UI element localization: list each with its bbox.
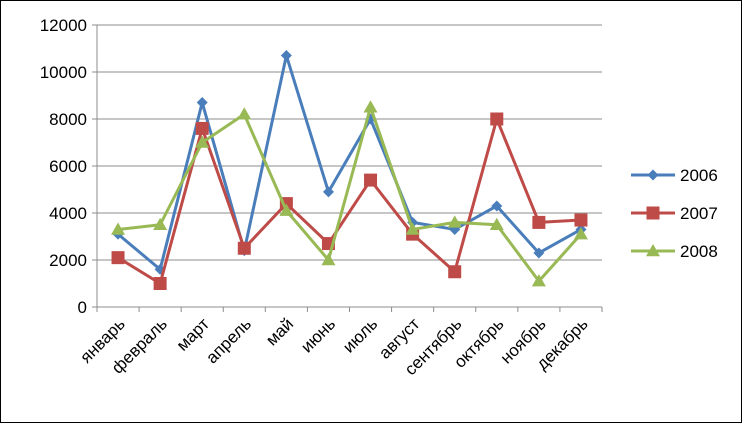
series-line-2008	[117, 105, 583, 283]
data-point-2006-10	[533, 247, 545, 259]
x-tick-label-4: май	[262, 314, 297, 349]
data-point-2006-2	[196, 97, 208, 109]
y-tick-label-4000: 4000	[49, 204, 87, 223]
data-point-2008-7	[405, 222, 420, 235]
data-point-2008-8	[447, 215, 462, 228]
data-point-2008-3	[237, 107, 252, 120]
data-point-2007-6	[364, 173, 378, 187]
x-tick-label-3: апрель	[202, 314, 255, 367]
data-point-2008-10	[531, 274, 546, 287]
y-tick-label-0: 0	[78, 298, 87, 317]
legend-label-2008: 2008	[680, 242, 718, 261]
data-point-2008-5	[321, 253, 336, 266]
data-point-2006-9	[491, 200, 503, 212]
series-line-2007	[117, 117, 582, 285]
series-line-2006	[117, 54, 582, 271]
data-point-2007-1	[153, 277, 167, 290]
legend-marker-2007	[646, 206, 660, 220]
legend-marker-2006	[647, 169, 659, 181]
y-tick-label-2000: 2000	[49, 251, 87, 270]
data-point-2008-1	[153, 217, 168, 230]
y-tick-label-6000: 6000	[49, 157, 87, 176]
data-point-2008-11	[573, 227, 588, 240]
legend-marker-2008	[646, 244, 660, 257]
data-point-2007-9	[490, 112, 504, 126]
legend-label-2006: 2006	[680, 166, 718, 185]
data-point-2008-4	[279, 203, 294, 216]
data-point-2008-9	[489, 217, 504, 230]
data-point-2007-0	[111, 251, 125, 265]
legend-label-2007: 2007	[680, 204, 718, 223]
data-point-2007-11	[574, 213, 588, 227]
data-point-2008-6	[363, 100, 378, 113]
y-tick-label-8000: 8000	[49, 110, 87, 129]
x-tick-label-5: июнь	[297, 314, 339, 356]
data-point-2008-2	[195, 135, 210, 148]
data-point-2007-2	[195, 121, 209, 135]
y-tick-label-12000: 12000	[40, 16, 87, 35]
y-tick-label-10000: 10000	[40, 63, 87, 82]
data-point-2007-8	[448, 265, 462, 279]
data-point-2008-0	[111, 222, 126, 235]
data-point-2007-3	[237, 241, 251, 255]
data-point-2006-5	[322, 186, 334, 198]
data-point-2006-4	[280, 50, 292, 62]
data-point-2007-10	[532, 215, 546, 229]
